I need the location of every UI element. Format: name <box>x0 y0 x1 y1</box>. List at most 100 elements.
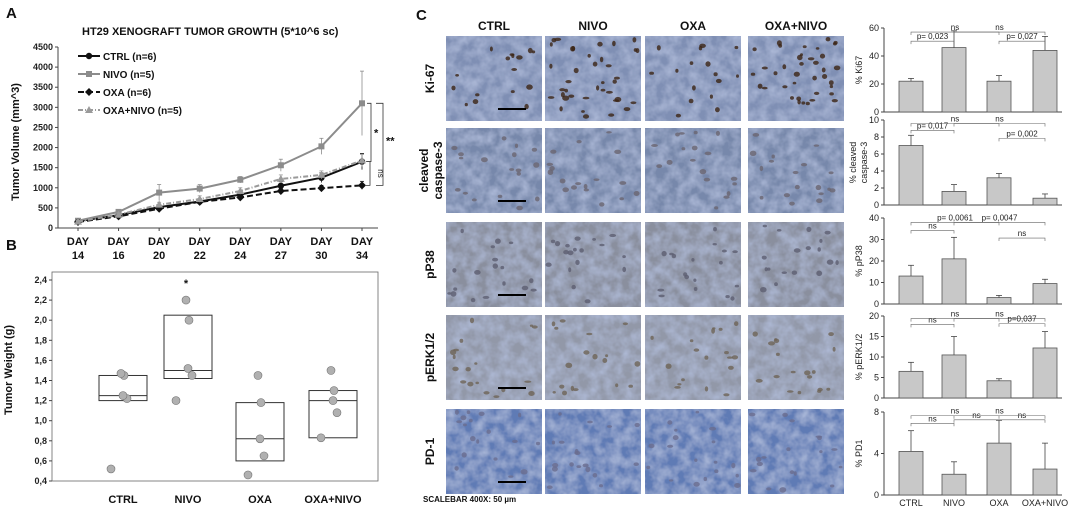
growth-y-tick-label: 1500 <box>33 163 53 173</box>
micrograph-nucleus <box>826 387 831 391</box>
micrograph-nucleus <box>675 132 680 137</box>
micrograph-texture <box>645 315 741 400</box>
weight-x-tick-label: CTRL <box>108 494 138 506</box>
growth-y-tick-label: 0 <box>48 223 53 233</box>
micrograph-nucleus <box>829 84 834 89</box>
micrograph-nucleus <box>462 191 468 195</box>
micrograph-nucleus <box>599 56 604 63</box>
micrograph-nucleus <box>789 419 795 423</box>
micrograph-image <box>645 128 741 213</box>
micrograph-nucleus <box>458 156 464 160</box>
micrograph-nucleus <box>582 463 589 468</box>
micrograph-nucleus <box>658 294 665 298</box>
bar-significance-bracket <box>998 237 1046 242</box>
micrograph-nucleus <box>793 248 801 253</box>
growth-y-tick-label: 4000 <box>33 62 53 72</box>
micrograph-nucleus <box>622 266 627 273</box>
weight-box-0 <box>98 369 148 474</box>
weight-box-2 <box>235 371 285 480</box>
micrograph-nucleus <box>520 469 528 475</box>
micrograph-image <box>645 222 741 307</box>
micrograph-nucleus <box>452 354 456 360</box>
micrograph-nucleus <box>634 422 640 428</box>
micrograph-nucleus <box>559 178 566 184</box>
micrograph-nucleus <box>614 96 622 103</box>
bar-significance-label: ns <box>928 315 936 324</box>
bar-significance-bracket <box>953 222 1046 226</box>
micrograph-nucleus <box>761 86 768 90</box>
growth-y-tick-label: 3500 <box>33 82 53 92</box>
micrograph-nucleus <box>681 378 685 382</box>
micrograph-nucleus <box>470 298 476 303</box>
micrograph-nucleus <box>712 243 717 246</box>
micrograph-nucleus <box>796 96 802 101</box>
micrograph-image <box>748 36 844 121</box>
micrograph-nucleus <box>509 168 515 171</box>
micrograph-image <box>446 128 542 213</box>
weight-box <box>235 402 285 462</box>
bar-significance-bracket <box>910 324 955 328</box>
bar <box>941 47 967 113</box>
micrograph-nucleus <box>560 92 565 98</box>
micrograph-nucleus <box>492 257 499 262</box>
bar <box>1032 347 1058 399</box>
micrograph-nucleus <box>568 94 575 98</box>
micrograph-nucleus <box>749 150 757 156</box>
micrograph-nucleus <box>790 96 794 100</box>
micrograph-nucleus <box>761 255 767 260</box>
micrograph-nucleus <box>467 381 474 387</box>
micrograph-nucleus <box>549 63 553 69</box>
micrograph-nucleus <box>459 338 464 343</box>
weight-data-point <box>326 366 336 375</box>
micrograph-nucleus <box>564 88 568 93</box>
scalebar-caption: SCALEBAR 400X: 50 µm <box>423 495 516 504</box>
micrograph-image <box>446 36 542 121</box>
micrograph-image <box>748 315 844 400</box>
growth-x-tick-label-top: DAY <box>351 236 374 248</box>
micrograph-texture <box>645 128 741 213</box>
bar <box>986 380 1012 399</box>
micrograph-nucleus <box>713 460 718 464</box>
micrograph-nucleus <box>661 250 667 257</box>
micrograph-nucleus <box>605 90 613 94</box>
micrograph-nucleus <box>635 48 640 54</box>
bar-y-tick-label: 0 <box>874 393 879 403</box>
bar-y-tick-label: 40 <box>869 213 879 223</box>
micrograph-nucleus <box>490 245 495 249</box>
micrograph-nucleus <box>689 339 694 343</box>
significance-double-star: ** <box>386 135 395 147</box>
weight-y-tick-label: 1,2 <box>34 396 47 406</box>
micrograph-nucleus <box>711 440 716 444</box>
micrograph-row-label-line: pP38 <box>423 250 437 279</box>
line-marker-triangle <box>358 156 366 164</box>
micrograph-nucleus <box>531 147 538 152</box>
bar-significance-label: p=0,037 <box>1007 315 1037 324</box>
micrograph-nucleus <box>692 85 696 91</box>
micrograph-nucleus <box>531 50 536 54</box>
micrograph-texture <box>748 222 844 307</box>
micrograph-nucleus <box>501 136 507 141</box>
weight-y-tick-label: 0,6 <box>34 456 47 466</box>
bar <box>986 177 1012 206</box>
bar-y-tick-label: 20 <box>869 311 879 321</box>
micrograph-nucleus <box>575 259 580 266</box>
micrograph-nucleus <box>767 267 771 271</box>
bar-significance-bracket <box>998 138 1046 142</box>
bar <box>986 80 1012 113</box>
growth-series-line <box>77 184 363 223</box>
micrograph-image <box>645 315 741 400</box>
micrograph-nucleus <box>576 140 582 144</box>
micrograph-nucleus <box>723 195 730 199</box>
bar-y-axis-label: % pP38 <box>854 245 864 277</box>
micrograph-nucleus <box>688 98 694 104</box>
growth-x-tick-label-top: DAY <box>189 236 212 248</box>
weight-y-tick-label: 1,6 <box>34 355 47 365</box>
micrograph-nucleus <box>481 157 488 163</box>
micrograph-nucleus <box>699 169 707 175</box>
weight-x-tick-label: OXA+NIVO <box>304 494 362 506</box>
bar-significance-bracket <box>998 323 1046 327</box>
micrograph-nucleus <box>516 55 523 60</box>
